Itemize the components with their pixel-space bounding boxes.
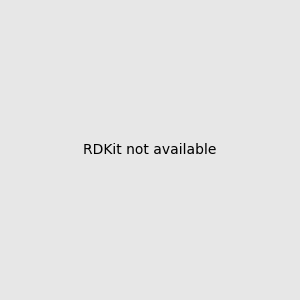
Text: RDKit not available: RDKit not available [83, 143, 217, 157]
